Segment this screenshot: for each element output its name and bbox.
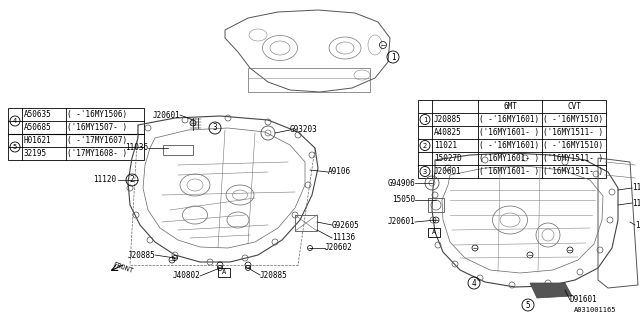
Text: ( -'16MY1506): ( -'16MY1506) — [67, 110, 127, 119]
Text: G94906: G94906 — [387, 179, 415, 188]
Text: ( -'16MY1510): ( -'16MY1510) — [543, 141, 603, 150]
Text: G93203: G93203 — [290, 125, 317, 134]
Text: 3: 3 — [212, 124, 218, 132]
Text: ( -'17MY1607): ( -'17MY1607) — [67, 136, 127, 145]
Polygon shape — [530, 283, 572, 298]
Text: 1: 1 — [423, 116, 427, 123]
Text: 32195: 32195 — [24, 149, 47, 158]
Text: 3: 3 — [423, 169, 427, 174]
Text: A: A — [432, 229, 436, 236]
Text: ( -'16MY1510): ( -'16MY1510) — [543, 115, 603, 124]
Text: 5: 5 — [13, 144, 17, 150]
Text: FRONT: FRONT — [112, 261, 134, 275]
Text: ( -'16MY1601): ( -'16MY1601) — [479, 115, 539, 124]
Text: ('16MY1507- ): ('16MY1507- ) — [67, 123, 127, 132]
Text: G92605: G92605 — [332, 220, 360, 229]
Text: A: A — [222, 269, 226, 276]
Text: A031001165: A031001165 — [573, 307, 616, 313]
Text: J20885: J20885 — [434, 115, 461, 124]
Text: 4: 4 — [13, 118, 17, 124]
Text: 11021: 11021 — [434, 141, 457, 150]
Text: 11109: 11109 — [635, 220, 640, 229]
Bar — [8, 108, 144, 160]
Text: 11122: 11122 — [632, 198, 640, 207]
Text: H01621: H01621 — [24, 136, 52, 145]
Text: D91601: D91601 — [570, 295, 598, 305]
Text: J20601: J20601 — [434, 167, 461, 176]
Text: 15027D: 15027D — [434, 154, 461, 163]
Text: J20601: J20601 — [387, 218, 415, 227]
Text: ('17MY1608- ): ('17MY1608- ) — [67, 149, 127, 158]
Text: 1: 1 — [390, 52, 396, 61]
Text: ('16MY1601- ): ('16MY1601- ) — [479, 167, 539, 176]
Text: 11122: 11122 — [632, 183, 640, 193]
Text: 5: 5 — [525, 300, 531, 309]
Bar — [428, 228, 440, 237]
Bar — [295, 215, 317, 231]
Text: ( -'16MY1601): ( -'16MY1601) — [479, 141, 539, 150]
Text: ('16MY1511- ): ('16MY1511- ) — [543, 128, 603, 137]
Text: J40802: J40802 — [172, 271, 200, 281]
Text: ('16MY1601- ): ('16MY1601- ) — [479, 154, 539, 163]
Text: A50635: A50635 — [24, 110, 52, 119]
Bar — [418, 100, 606, 178]
Text: J20885: J20885 — [260, 270, 288, 279]
Text: 11136: 11136 — [332, 234, 355, 243]
Text: ('16MY1511- ): ('16MY1511- ) — [543, 154, 603, 163]
Text: CVT: CVT — [567, 102, 581, 111]
Text: J20601: J20601 — [152, 110, 180, 119]
Text: 15050: 15050 — [392, 196, 415, 204]
Text: A50685: A50685 — [24, 123, 52, 132]
Text: J20885: J20885 — [127, 251, 155, 260]
Bar — [428, 198, 444, 212]
Bar — [163, 145, 193, 155]
Text: A40825: A40825 — [434, 128, 461, 137]
Text: 2: 2 — [130, 175, 134, 185]
Text: 11036: 11036 — [125, 143, 148, 153]
Text: ('16MY1511- ): ('16MY1511- ) — [543, 167, 603, 176]
Text: J20602: J20602 — [325, 244, 353, 252]
Text: ('16MY1601- ): ('16MY1601- ) — [479, 128, 539, 137]
Text: 6MT: 6MT — [503, 102, 517, 111]
Bar — [218, 268, 230, 277]
Text: 2: 2 — [423, 142, 427, 148]
Text: 11120: 11120 — [93, 175, 116, 185]
Text: A9106: A9106 — [328, 167, 351, 177]
Text: 4: 4 — [472, 278, 476, 287]
